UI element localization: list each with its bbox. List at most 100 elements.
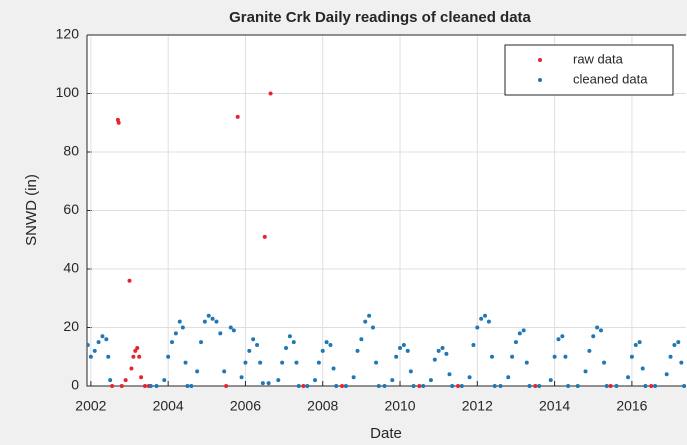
legend-label: cleaned data [573,71,648,86]
data-point [682,384,687,388]
data-point [139,375,144,380]
x-tick-label: 2012 [462,398,493,414]
data-point [340,384,345,388]
data-point [428,378,433,383]
data-point [450,384,455,388]
data-point [664,372,669,377]
data-point [104,337,109,342]
data-point [668,354,673,359]
data-point [583,369,588,374]
data-point [243,360,248,365]
data-point [296,384,301,388]
data-point [498,384,503,388]
data-point [92,348,97,353]
data-point [96,340,101,345]
data-point [251,337,256,342]
data-point [183,360,188,365]
data-point [510,354,515,359]
data-point [137,354,142,359]
data-point [180,325,185,330]
data-point [401,343,406,348]
data-point [374,360,379,365]
y-tick-label: 60 [63,201,79,217]
data-point [316,360,321,365]
data-point [486,319,491,324]
data-point [199,340,204,345]
data-point [595,325,600,330]
data-point [479,316,484,321]
data-point [436,348,441,353]
data-point [334,384,339,388]
data-point [320,348,325,353]
data-point [405,348,410,353]
data-point [421,384,426,388]
data-point [287,334,292,339]
chart-title: Granite Crk Daily readings of cleaned da… [229,9,531,26]
data-point [394,354,399,359]
data-point [110,384,115,388]
data-point [367,313,372,318]
data-point [492,384,497,388]
data-point [276,378,281,383]
data-point [148,384,153,388]
data-point [324,340,329,345]
data-point [521,328,526,333]
data-point [87,343,90,348]
data-point [170,340,175,345]
data-point [284,345,289,350]
data-point [517,331,522,336]
data-point [218,331,223,336]
data-point [351,375,356,380]
data-point [162,378,167,383]
axes-frame [86,34,686,387]
x-tick-label: 2006 [230,398,261,414]
data-point [444,351,449,356]
data-point [533,384,538,388]
data-point [133,348,138,353]
data-point [475,325,480,330]
data-point [513,340,518,345]
data-point [649,384,654,388]
data-point [231,328,236,333]
data-point [459,384,464,388]
data-point [471,343,476,348]
data-point [363,319,368,324]
data-point [108,378,113,383]
data-point [563,354,568,359]
data-point [185,384,190,388]
markers [87,91,687,388]
data-point [432,357,437,362]
x-axis-label: Date [370,425,402,442]
data-point [398,345,403,350]
data-point [331,366,336,371]
data-point [602,360,607,365]
data-point [591,334,596,339]
data-point [653,384,658,388]
data-point [359,337,364,342]
data-point [527,384,532,388]
data-point [455,384,460,388]
data-point [676,340,681,345]
data-point [301,384,306,388]
data-point [123,378,128,383]
data-point [247,348,252,353]
data-point [328,343,333,348]
x-tick-label: 2002 [75,398,106,414]
data-point [524,360,529,365]
data-point [506,375,511,380]
data-point [637,340,642,345]
data-point [560,334,565,339]
data-point [239,375,244,380]
data-point [408,369,413,374]
data-point [235,114,240,119]
data-point [490,354,495,359]
data-point [556,337,561,342]
data-point [370,325,375,330]
data-point [411,384,416,388]
x-tick-label: 2016 [616,398,647,414]
data-point [260,381,265,386]
x-tick-label: 2010 [384,398,415,414]
data-point [119,384,124,388]
data-point [280,360,285,365]
